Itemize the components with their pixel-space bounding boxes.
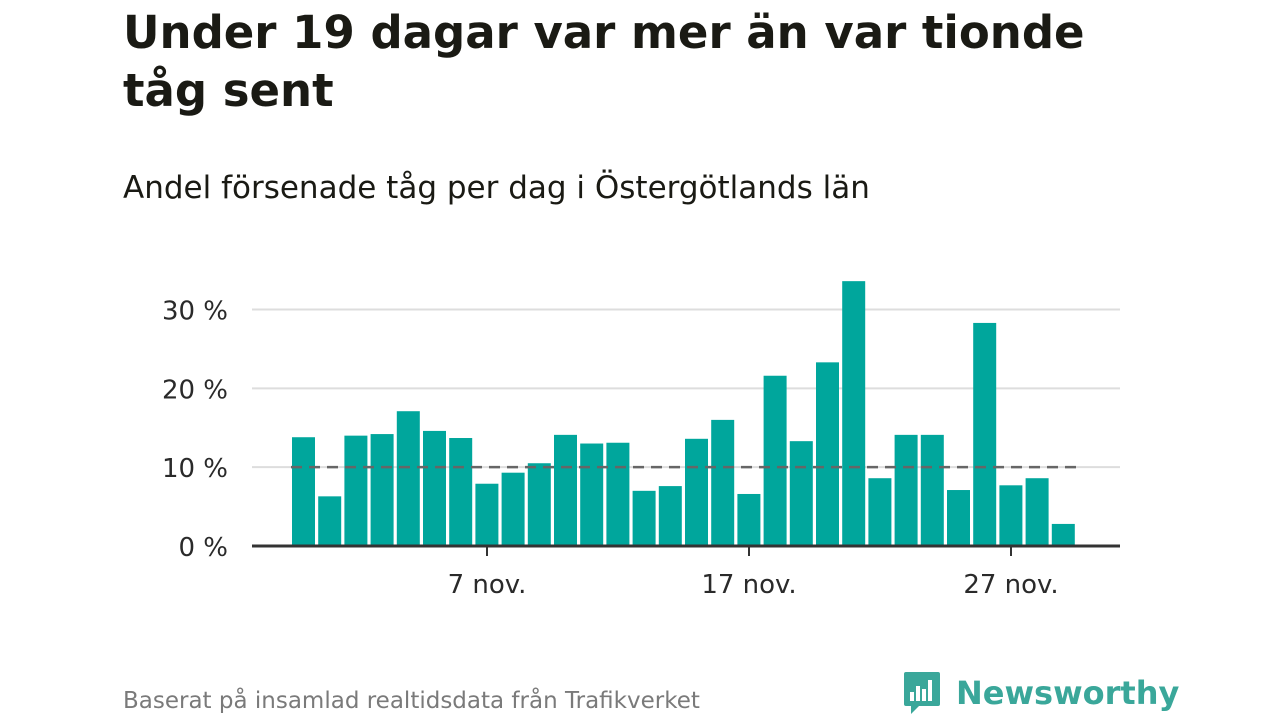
x-tick-label: 17 nov. (701, 570, 796, 600)
source-note: Baserat på insamlad realtidsdata från Tr… (123, 688, 700, 714)
brand-logo: Newsworthy (902, 670, 1179, 716)
bar (763, 375, 787, 546)
bar (816, 362, 839, 546)
bar (894, 434, 918, 546)
bar (973, 322, 997, 546)
axes: 0 % 10 % 20 % 30 % 7 nov. 17 nov. 27 nov. (162, 297, 1120, 600)
brand-name: Newsworthy (956, 674, 1180, 712)
y-tick-label: 30 % (162, 297, 228, 327)
bar (789, 441, 813, 546)
bar (685, 438, 708, 546)
bar (370, 434, 394, 546)
bar (632, 490, 656, 546)
bar (947, 490, 970, 546)
bar (999, 485, 1023, 546)
chart-title: Under 19 dagar var mer än var tionde tåg… (123, 6, 1085, 117)
bar (658, 486, 682, 546)
y-tick-label: 10 % (162, 454, 228, 484)
bar (449, 438, 473, 546)
x-tick-label: 7 nov. (448, 570, 527, 600)
bar (711, 419, 735, 546)
bar (501, 472, 525, 546)
bar (344, 435, 368, 546)
bar (1025, 478, 1049, 546)
bars (292, 281, 1075, 546)
bar (527, 463, 551, 546)
bar (737, 493, 761, 546)
bar (554, 434, 577, 546)
y-tick-label: 0 % (178, 533, 228, 563)
bar (423, 430, 446, 546)
bar-chart: 0 % 10 % 20 % 30 % 7 nov. 17 nov. 27 nov. (162, 281, 1120, 600)
bar (606, 442, 630, 546)
bar-chart-speech-bubble-icon (904, 672, 940, 714)
bar (868, 478, 892, 546)
bar (920, 434, 944, 546)
y-tick-label: 20 % (162, 375, 228, 405)
bar (475, 483, 499, 546)
bar (292, 437, 315, 546)
bar (396, 411, 420, 546)
bar (842, 281, 866, 546)
x-tick-label: 27 nov. (963, 570, 1058, 600)
chart-subtitle: Andel försenade tåg per dag i Östergötla… (123, 170, 870, 206)
bar (1051, 523, 1075, 546)
bar (580, 443, 604, 546)
bar (318, 496, 342, 546)
